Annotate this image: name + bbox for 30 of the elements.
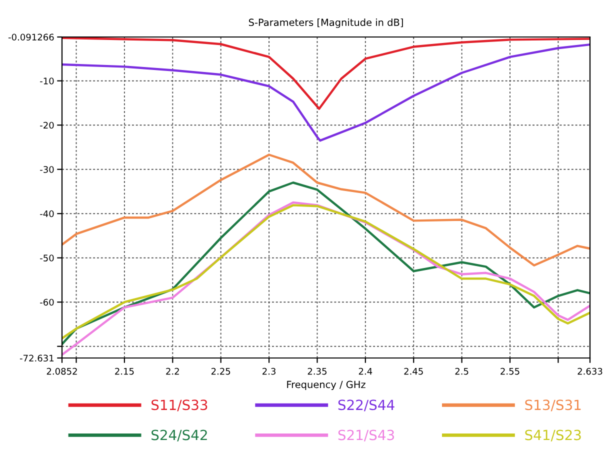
line-series [62,43,590,142]
line-series [62,182,590,346]
x-tick-label: 2.3 [262,368,276,375]
legend-label: S41/S23 [525,430,581,442]
x-tick-label: 2.45 [404,368,423,375]
chart-title: S-Parameters [Magnitude in dB] [248,18,403,28]
legend-label: S11/S33 [152,400,208,412]
x-tick-label: 2.15 [115,368,134,375]
line-series [62,154,590,266]
x-tick-label: 2.55 [500,368,520,375]
x-tick-label: 2.25 [211,368,230,375]
y-tick-label: -20 [40,122,54,129]
legend-label: S24/S42 [152,430,207,442]
legend-label: S22/S44 [338,400,394,412]
x-tick-label: 2.2 [166,368,179,375]
y-tick-label: -0.091266 [8,34,54,41]
x-tick-label: 2.4 [358,368,372,375]
y-tick-label: -60 [40,298,54,306]
y-tick-label: -30 [40,166,54,173]
y-tick-label: -10 [40,78,54,84]
x-tick-label: 2.35 [308,368,326,375]
legend-label: S21/S43 [338,430,394,442]
legend-label: S13/S31 [525,400,581,412]
y-tick-label: -72.631 [20,354,54,362]
x-axis-title: Frequency / GHz [287,380,366,390]
x-tick-label: 2.5 [455,368,468,375]
x-tick-label: 2.0852 [46,368,77,375]
y-tick-label: -50 [40,254,54,262]
y-tick-label: -40 [40,210,54,218]
x-tick-label: 2.633 [578,368,602,375]
